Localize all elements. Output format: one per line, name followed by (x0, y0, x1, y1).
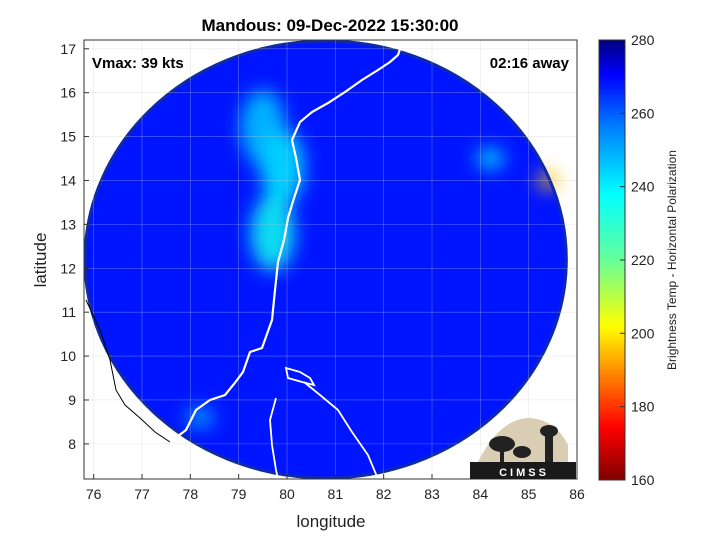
colorbar-label: Brightness Temp - Horizontal Polarizatio… (665, 150, 679, 370)
x-tick-label: 86 (569, 486, 585, 502)
x-tick-label: 79 (231, 486, 247, 502)
colorbar-ticks: 280 260 240 220 200 180 160 (620, 32, 655, 488)
tb-feature (240, 89, 285, 166)
plot-frame (83, 39, 578, 480)
x-axis: 76 77 78 79 80 81 82 83 84 85 86 (86, 474, 585, 502)
x-tick-label: 81 (328, 486, 344, 502)
colorbar-tick-label: 160 (631, 472, 655, 488)
y-tick-label: 15 (60, 129, 76, 145)
colorbar-tick-label: 280 (631, 32, 655, 48)
logo-text: CIMSS (499, 467, 549, 479)
x-tick-label: 76 (86, 486, 102, 502)
tb-feature (186, 407, 214, 428)
vmax-label: Vmax: 39 kts (92, 55, 184, 72)
x-tick-label: 83 (424, 486, 440, 502)
x-tick-label: 82 (376, 486, 392, 502)
y-axis-label: latitude (31, 233, 50, 288)
y-tick-label: 11 (61, 304, 76, 320)
x-tick-label: 84 (473, 486, 489, 502)
x-tick-label: 77 (134, 486, 150, 502)
grid (84, 40, 577, 479)
y-tick-label: 8 (68, 436, 76, 452)
chart-title: Mandous: 09-Dec-2022 15:30:00 (201, 16, 458, 35)
y-tick-label: 13 (60, 216, 76, 232)
y-tick-label: 12 (60, 260, 76, 276)
colorbar-tick-label: 260 (631, 105, 655, 121)
colorbar-tick-label: 220 (631, 252, 655, 268)
colorbar-tick-label: 200 (631, 325, 655, 341)
brightness-temp-swath (84, 40, 568, 479)
x-axis-label: longitude (296, 512, 365, 531)
cimss-logo: CIMSS (470, 418, 576, 479)
time-away-label: 02:16 away (490, 55, 570, 72)
tb-feature (476, 148, 504, 169)
x-tick-label: 78 (183, 486, 199, 502)
y-tick-label: 17 (60, 41, 76, 57)
y-tick-label: 9 (68, 392, 76, 408)
coastline (85, 40, 405, 479)
x-tick-label: 80 (279, 486, 295, 502)
colorbar-tick-label: 180 (631, 399, 655, 415)
tb-feature (250, 195, 295, 272)
x-tick-label: 85 (521, 486, 537, 502)
y-tick-label: 16 (60, 85, 76, 101)
colorbar-tick-label: 240 (631, 179, 655, 195)
y-axis: 8 9 10 11 12 13 14 15 16 17 (60, 41, 89, 452)
y-tick-label: 14 (60, 172, 76, 188)
y-tick-label: 10 (60, 348, 76, 364)
